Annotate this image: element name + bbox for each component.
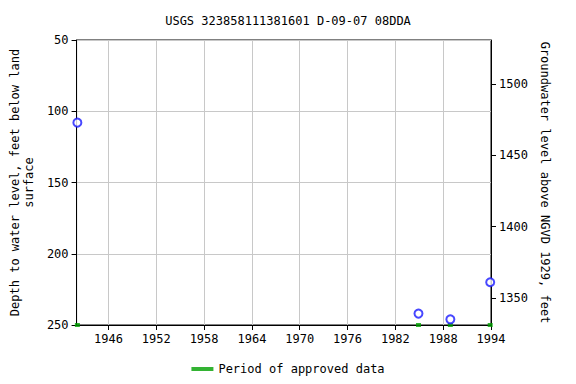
svg-text:Period of approved data: Period of approved data [218,362,384,376]
svg-text:1964: 1964 [237,332,266,346]
svg-text:1500: 1500 [499,77,528,91]
svg-text:200: 200 [47,247,69,261]
svg-text:1400: 1400 [499,220,528,234]
svg-text:100: 100 [47,104,69,118]
svg-text:150: 150 [47,176,69,190]
svg-text:1350: 1350 [499,291,528,305]
svg-text:250: 250 [47,318,69,332]
svg-text:1958: 1958 [190,332,219,346]
svg-text:USGS 323858111381601 D-09-07 0: USGS 323858111381601 D-09-07 08DDA [165,14,411,28]
svg-text:1970: 1970 [285,332,314,346]
svg-text:Groundwater level above NGVD 1: Groundwater level above NGVD 1929, feet [538,42,552,324]
svg-text:1946: 1946 [94,332,123,346]
svg-text:1988: 1988 [429,332,458,346]
svg-text:1982: 1982 [381,332,410,346]
svg-text:1450: 1450 [499,148,528,162]
svg-text:1976: 1976 [333,332,362,346]
svg-text:1952: 1952 [142,332,171,346]
svg-text:50: 50 [54,33,68,47]
svg-text:1994: 1994 [477,332,506,346]
svg-text:Depth to water level, feet bel: Depth to water level, feet below land [8,49,22,316]
svg-text:surface: surface [22,157,36,208]
